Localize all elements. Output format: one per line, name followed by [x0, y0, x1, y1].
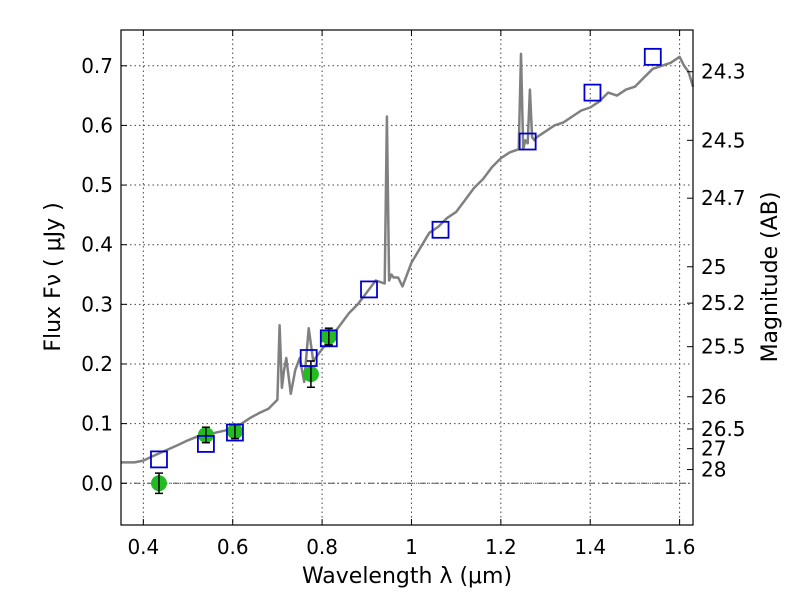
magnitude-tick-label: 25 — [701, 255, 726, 279]
y-tick-label: 0.0 — [81, 471, 113, 495]
magnitude-tick-label: 24.5 — [701, 128, 746, 152]
model-photometry-square — [583, 83, 602, 102]
plot-frame — [120, 29, 694, 526]
model-photometry-square — [643, 47, 662, 66]
grid — [121, 30, 693, 525]
series-group — [121, 52, 695, 464]
y-tick-label: 0.2 — [81, 352, 113, 376]
x-tick-label: 1.6 — [664, 535, 696, 559]
model-photometry-square — [319, 329, 338, 348]
x-tick-label: 1 — [405, 535, 418, 559]
y-axis-title: Flux Fν ( μJy ) — [41, 202, 66, 351]
model-photometry-square — [431, 220, 450, 239]
y-tick-label: 0.1 — [81, 412, 113, 436]
magnitude-tick-label: 24.7 — [701, 186, 746, 210]
y-tick-label: 0.4 — [81, 233, 113, 257]
y-tick-label: 0.6 — [81, 113, 113, 137]
ticks-group: 0.4 0.6 0.8 1 1.2 1.4 1.6 0.0 0.1 0.2 0.3 0.4 0.5 0.6… — [81, 30, 746, 559]
x-tick-label: 0.8 — [306, 535, 338, 559]
y-tick-label: 0.7 — [81, 54, 113, 78]
magnitude-tick-label: 24.3 — [701, 60, 746, 84]
y-tick-label: 0.3 — [81, 292, 113, 316]
x-tick-label: 0.4 — [127, 535, 159, 559]
y2-axis-title: Magnitude (AB) — [758, 192, 783, 363]
sed-model-line — [121, 52, 695, 464]
magnitude-tick-label: 26 — [701, 385, 726, 409]
magnitude-tick-label: 28 — [701, 458, 726, 482]
x-axis-title: Wavelength λ (μm) — [302, 564, 512, 589]
y-tick-label: 0.5 — [81, 173, 113, 197]
points-group — [150, 47, 662, 495]
x-tick-label: 1.2 — [485, 535, 517, 559]
model-photometry-square — [150, 450, 168, 469]
model-photometry-square — [299, 349, 318, 367]
model-photometry-square — [360, 280, 378, 299]
x-tick-label: 1.4 — [574, 535, 606, 559]
magnitude-tick-label: 25.5 — [701, 335, 746, 359]
model-photometry-square — [518, 132, 537, 151]
model-photometry-square — [197, 434, 215, 453]
x-tick-label: 0.6 — [217, 535, 249, 559]
magnitude-tick-label: 25.2 — [701, 291, 746, 315]
model-photometry-square — [226, 423, 244, 442]
magnitude-tick-label: 26.5 — [701, 417, 746, 441]
magnitude-tick-label: 27 — [701, 437, 726, 461]
